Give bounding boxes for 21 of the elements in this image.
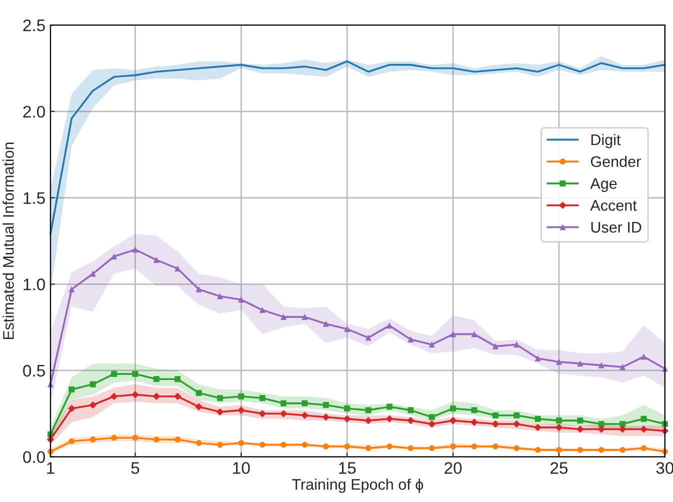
line-series xyxy=(50,60,666,235)
x-tick-label: 5 xyxy=(131,462,140,474)
legend-label: Age xyxy=(590,178,617,192)
legend-label: Accent xyxy=(590,200,637,211)
legend-label: Gender xyxy=(590,156,641,168)
x-tick-label: 1 xyxy=(47,462,54,474)
x-axis-title: Training Epoch of ϕ xyxy=(292,478,424,493)
x-tick-label: 25 xyxy=(550,462,568,474)
y-axis-title: Estimated Mutual Information xyxy=(2,142,14,340)
legend-label: Digit xyxy=(591,134,621,148)
x-tick-label: 10 xyxy=(233,462,250,474)
y-tick-label: 1.0 xyxy=(24,278,45,290)
y-tick-label: 1.5 xyxy=(24,192,45,204)
y-tick-label: 2.0 xyxy=(23,106,45,118)
y-tick-label: 2.5 xyxy=(23,20,45,32)
legend-label: User ID xyxy=(591,222,642,233)
point xyxy=(556,418,562,424)
y-tick-label: 0.5 xyxy=(23,364,45,377)
x-tick-label: 15 xyxy=(339,462,356,474)
y-tick-label: 0.0 xyxy=(23,451,45,464)
x-tick-label: 20 xyxy=(444,462,462,474)
